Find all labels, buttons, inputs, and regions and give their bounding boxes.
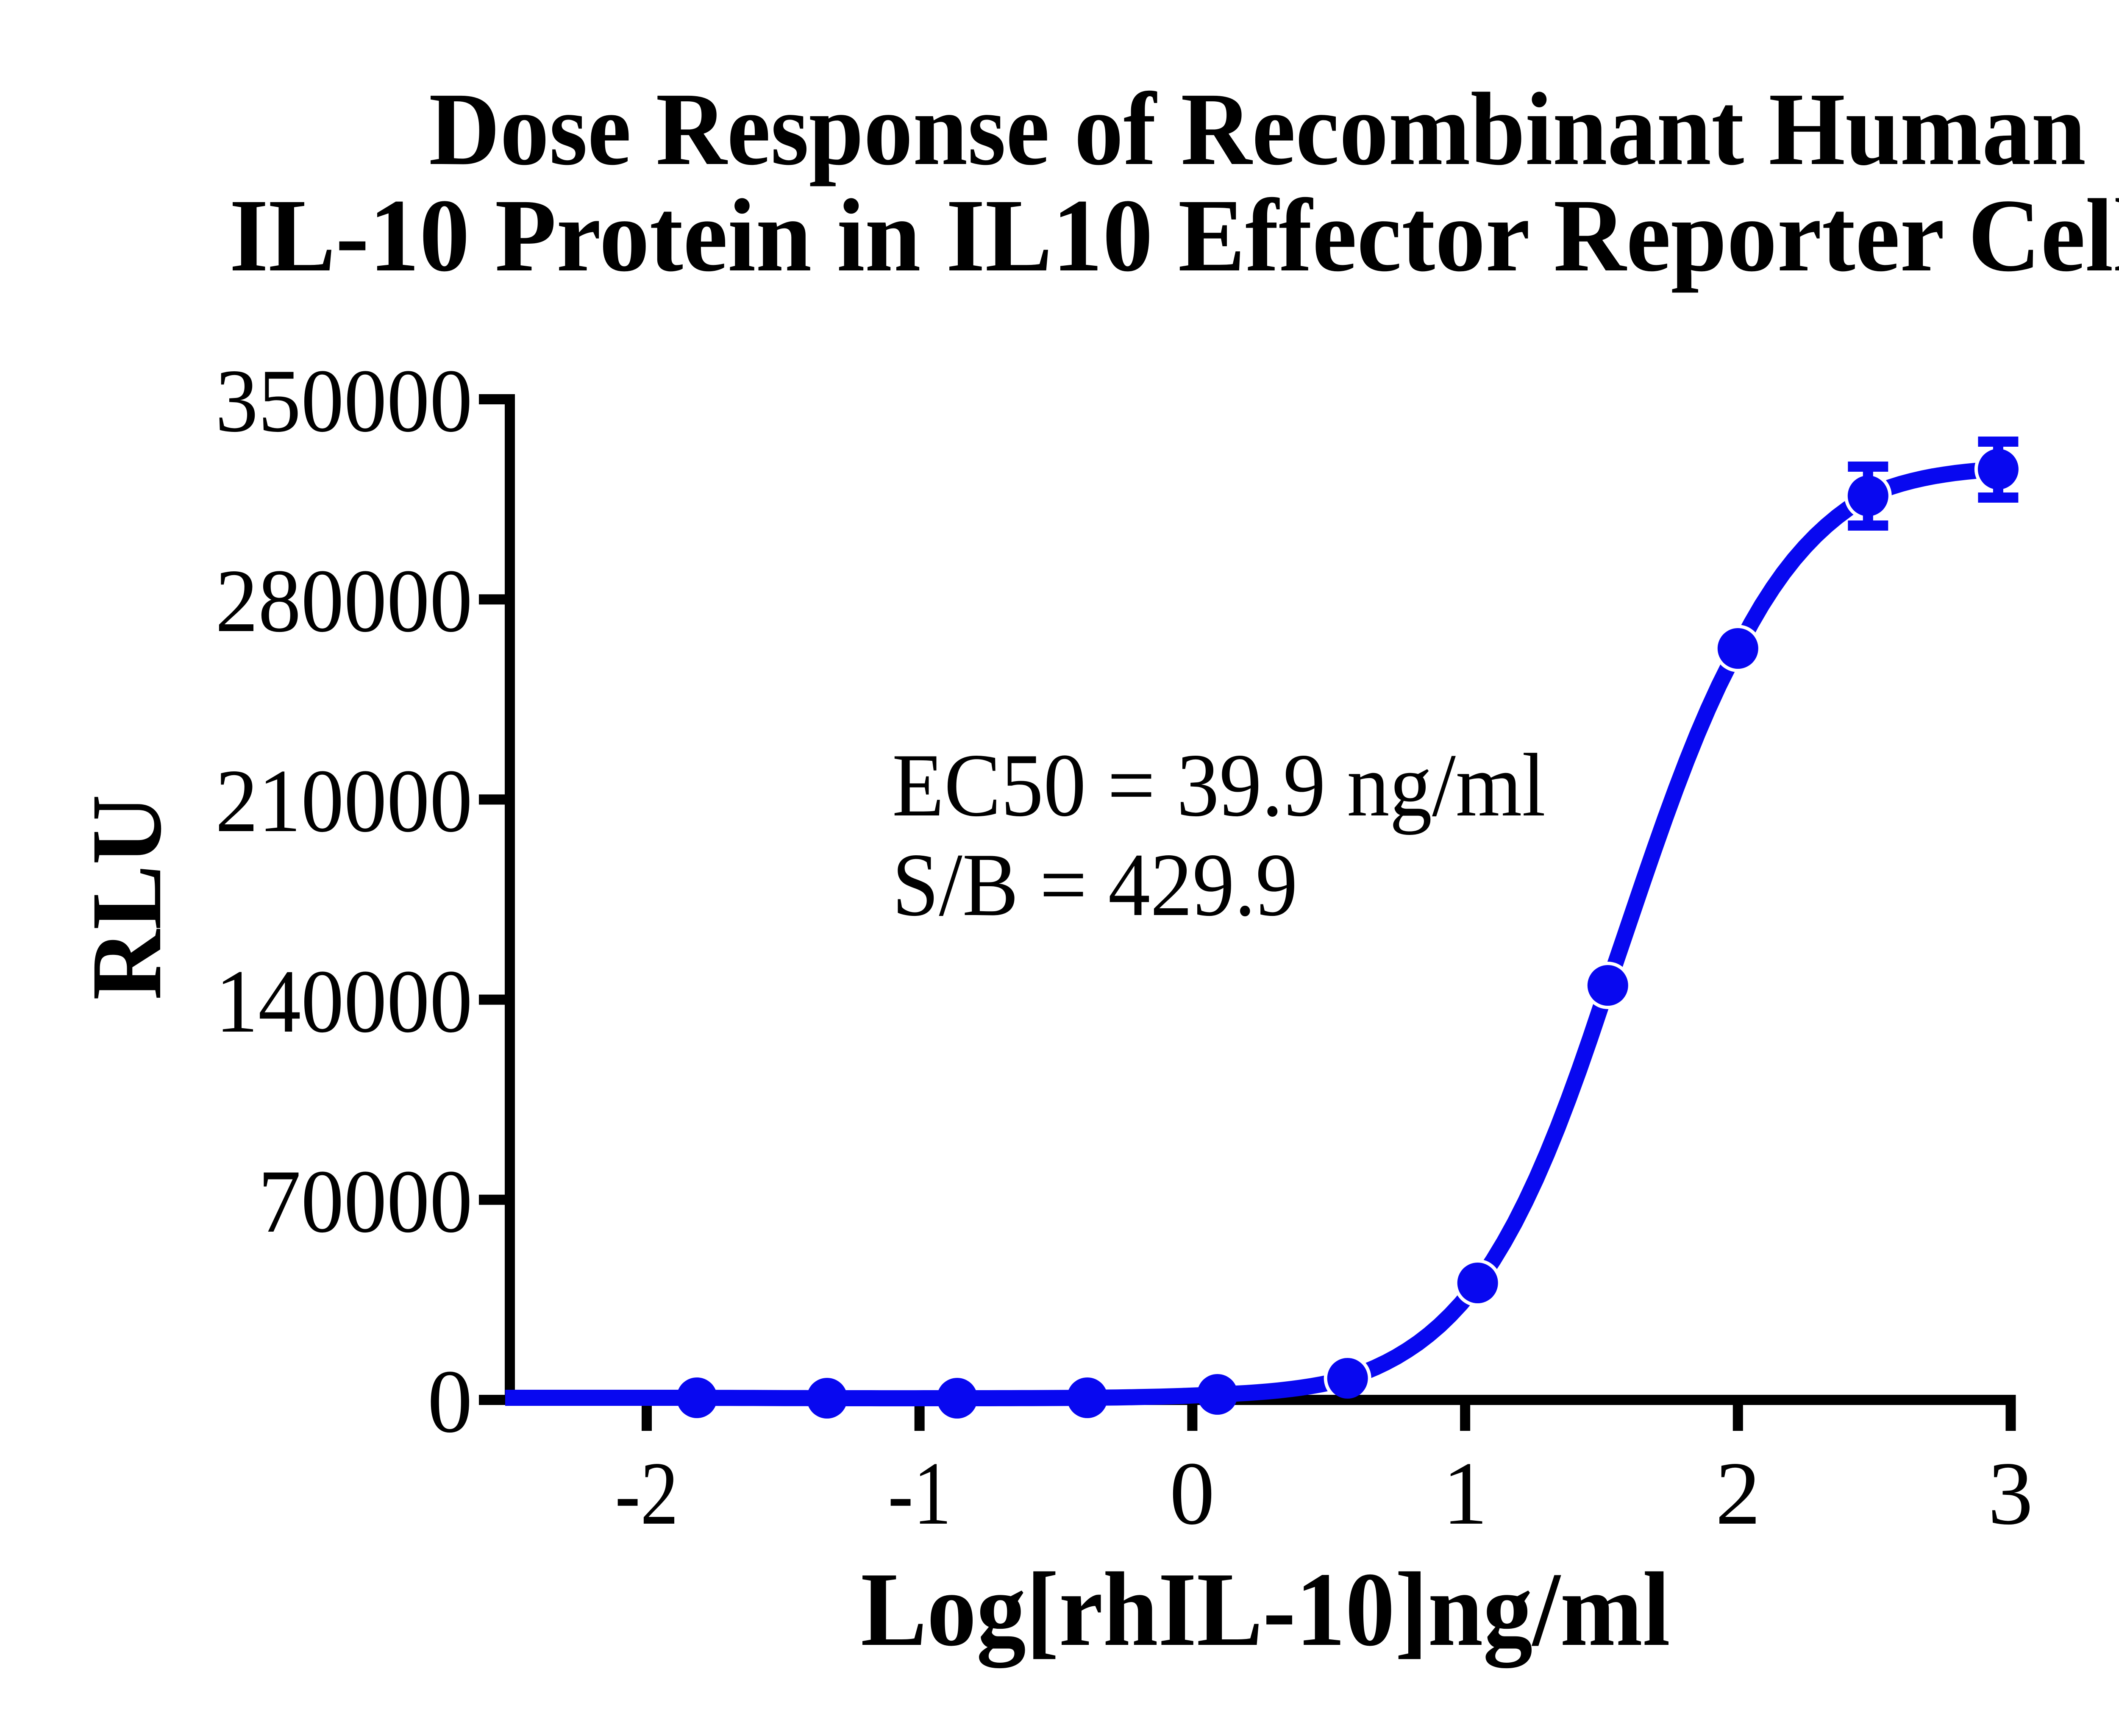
svg-text:EC50 = 39.9 ng/ml: EC50 = 39.9 ng/ml	[892, 735, 1546, 835]
svg-text:350000: 350000	[215, 351, 473, 451]
svg-text:2: 2	[1716, 1444, 1761, 1544]
svg-text:S/B = 429.9: S/B = 429.9	[892, 835, 1298, 935]
svg-text:140000: 140000	[215, 951, 473, 1052]
svg-text:1: 1	[1443, 1444, 1488, 1544]
svg-text:0: 0	[1170, 1444, 1215, 1544]
svg-text:-2: -2	[615, 1444, 679, 1544]
svg-text:210000: 210000	[215, 751, 473, 851]
svg-text:Dose Response of Recombinant H: Dose Response of Recombinant Human	[429, 72, 2086, 187]
svg-text:0: 0	[428, 1352, 473, 1452]
svg-text:280000: 280000	[215, 551, 473, 651]
svg-text:3: 3	[1988, 1444, 2033, 1544]
svg-text:RLU: RLU	[71, 795, 182, 1000]
svg-text:-1: -1	[888, 1444, 951, 1544]
svg-text:IL-10 Protein in IL10 Effector: IL-10 Protein in IL10 Effector Reporter …	[229, 178, 2119, 293]
svg-text:70000: 70000	[258, 1152, 473, 1252]
svg-text:Log[rhIL-10]ng/ml: Log[rhIL-10]ng/ml	[861, 1551, 1670, 1668]
